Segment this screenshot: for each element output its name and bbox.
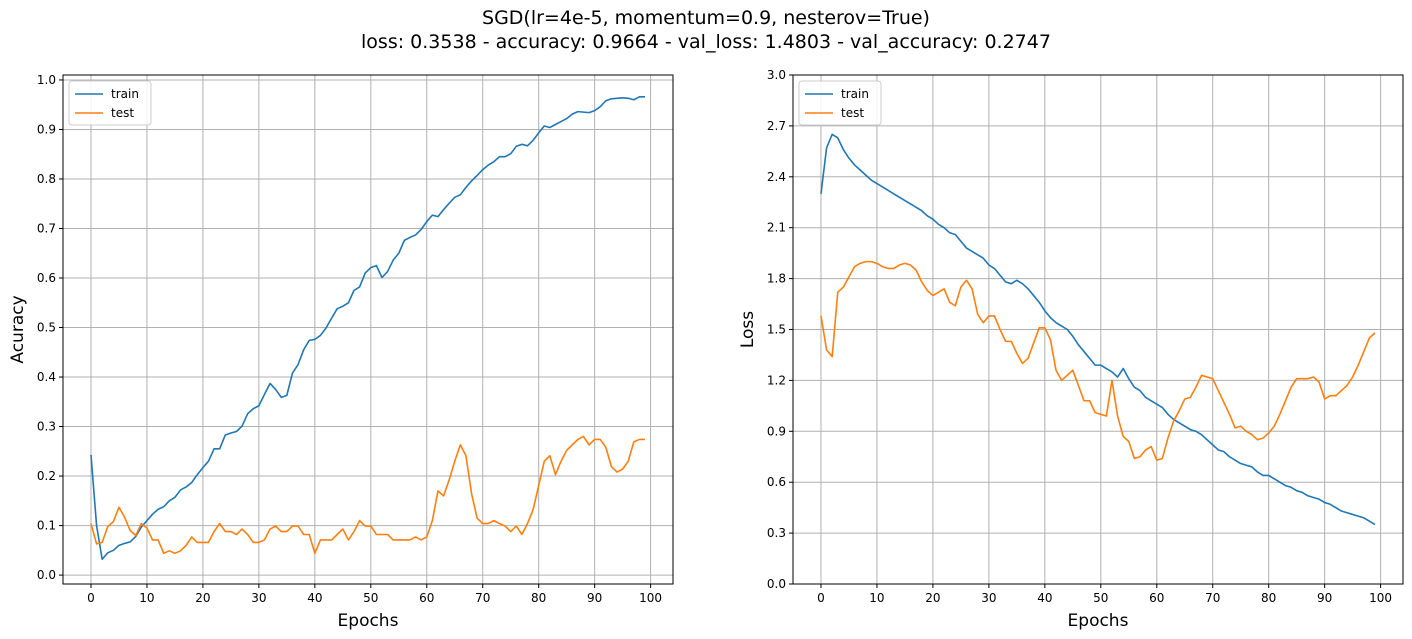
accuracy-xtick-label: 0 (87, 591, 95, 605)
accuracy-series-test-line (90, 435, 646, 555)
loss-xtick-label: 0 (817, 591, 825, 605)
loss-legend-box (798, 80, 882, 126)
accuracy-series-train-line (90, 95, 646, 561)
accuracy-plot: 0 10 20 30 40 50 60 70 80 90 100 0.0 0.1 0.2 0.3 0.4 0.5… (8, 73, 674, 631)
loss-xtick-label: 100 (1369, 591, 1392, 605)
loss-xtick-label: 80 (1261, 591, 1276, 605)
accuracy-legend-box (68, 80, 152, 126)
accuracy-legend-label-test: test (111, 106, 134, 120)
accuracy-xtick-label: 50 (363, 591, 378, 605)
loss-xtick-label: 60 (1149, 591, 1164, 605)
accuracy-xtick-label: 100 (639, 591, 662, 605)
accuracy-ytick-label: 0.8 (37, 172, 56, 186)
accuracy-xtick-label: 30 (251, 591, 266, 605)
loss-xtick-label: 10 (869, 591, 884, 605)
accuracy-ytick-label: 0.6 (37, 271, 56, 285)
loss-xtick-label: 70 (1205, 591, 1220, 605)
accuracy-xtick-label: 60 (419, 591, 434, 605)
loss-ytick-label: 1.2 (767, 373, 786, 387)
title-line-metrics: loss: 0.3538 - accuracy: 0.9664 - val_lo… (361, 31, 1051, 53)
loss-ytick-label: 3.0 (767, 68, 786, 82)
accuracy-xlabel: Epochs (338, 611, 399, 631)
loss-xlabel: Epochs (1068, 611, 1129, 631)
loss-legend: train test (798, 80, 882, 126)
loss-xtick-label: 50 (1093, 591, 1108, 605)
loss-xtick-label: 40 (1037, 591, 1052, 605)
accuracy-ytick-label: 0.4 (37, 370, 56, 384)
loss-xtick-label: 30 (981, 591, 996, 605)
loss-series-test-line (820, 260, 1376, 461)
accuracy-ytick-label: 0.5 (37, 321, 56, 335)
accuracy-ylabel: Acuracy (8, 295, 28, 363)
accuracy-xtick-label: 70 (475, 591, 490, 605)
accuracy-ytick-label: 0.2 (37, 469, 56, 483)
loss-ytick-label: 2.7 (767, 119, 786, 133)
accuracy-ytick-label: 0.1 (37, 519, 56, 533)
loss-ytick-label: 0.3 (767, 526, 786, 540)
loss-plot: 0 10 20 30 40 50 60 70 80 90 100 0.0 0.3 0.6 0.9 1.2 1.5… (738, 68, 1404, 631)
loss-xtick-label: 90 (1317, 591, 1332, 605)
figure-title: SGD(lr=4e-5, momentum=0.9, nesterov=True… (0, 6, 1412, 54)
accuracy-ytick-label: 1.0 (37, 73, 56, 87)
loss-ytick-label: 1.5 (767, 323, 786, 337)
accuracy-ytick-label: 0.7 (37, 221, 56, 235)
accuracy-xtick-label: 80 (531, 591, 546, 605)
accuracy-xtick-label: 20 (195, 591, 210, 605)
accuracy-ytick-label: 0.3 (37, 420, 56, 434)
accuracy-xtick-label: 10 (139, 591, 154, 605)
accuracy-ytick-label: 0.0 (37, 568, 56, 582)
loss-legend-label-train: train (841, 87, 869, 101)
loss-ytick-label: 0.6 (767, 475, 786, 489)
accuracy-legend: train test (68, 80, 152, 126)
loss-ytick-label: 0.9 (767, 424, 786, 438)
accuracy-axes-frame (62, 74, 674, 585)
loss-legend-label-test: test (841, 106, 864, 120)
loss-xtick-label: 20 (925, 591, 940, 605)
loss-series-train-line (820, 133, 1376, 526)
loss-ylabel: Loss (738, 311, 758, 348)
accuracy-legend-label-train: train (111, 87, 139, 101)
loss-ytick-label: 0.0 (767, 577, 786, 591)
accuracy-xtick-label: 90 (587, 591, 602, 605)
accuracy-ytick-label: 0.9 (37, 122, 56, 136)
loss-ytick-label: 1.8 (767, 272, 786, 286)
accuracy-xtick-label: 40 (307, 591, 322, 605)
title-line-optimizer: SGD(lr=4e-5, momentum=0.9, nesterov=True… (482, 7, 930, 29)
loss-ytick-label: 2.4 (767, 170, 786, 184)
loss-ytick-label: 2.1 (767, 221, 786, 235)
